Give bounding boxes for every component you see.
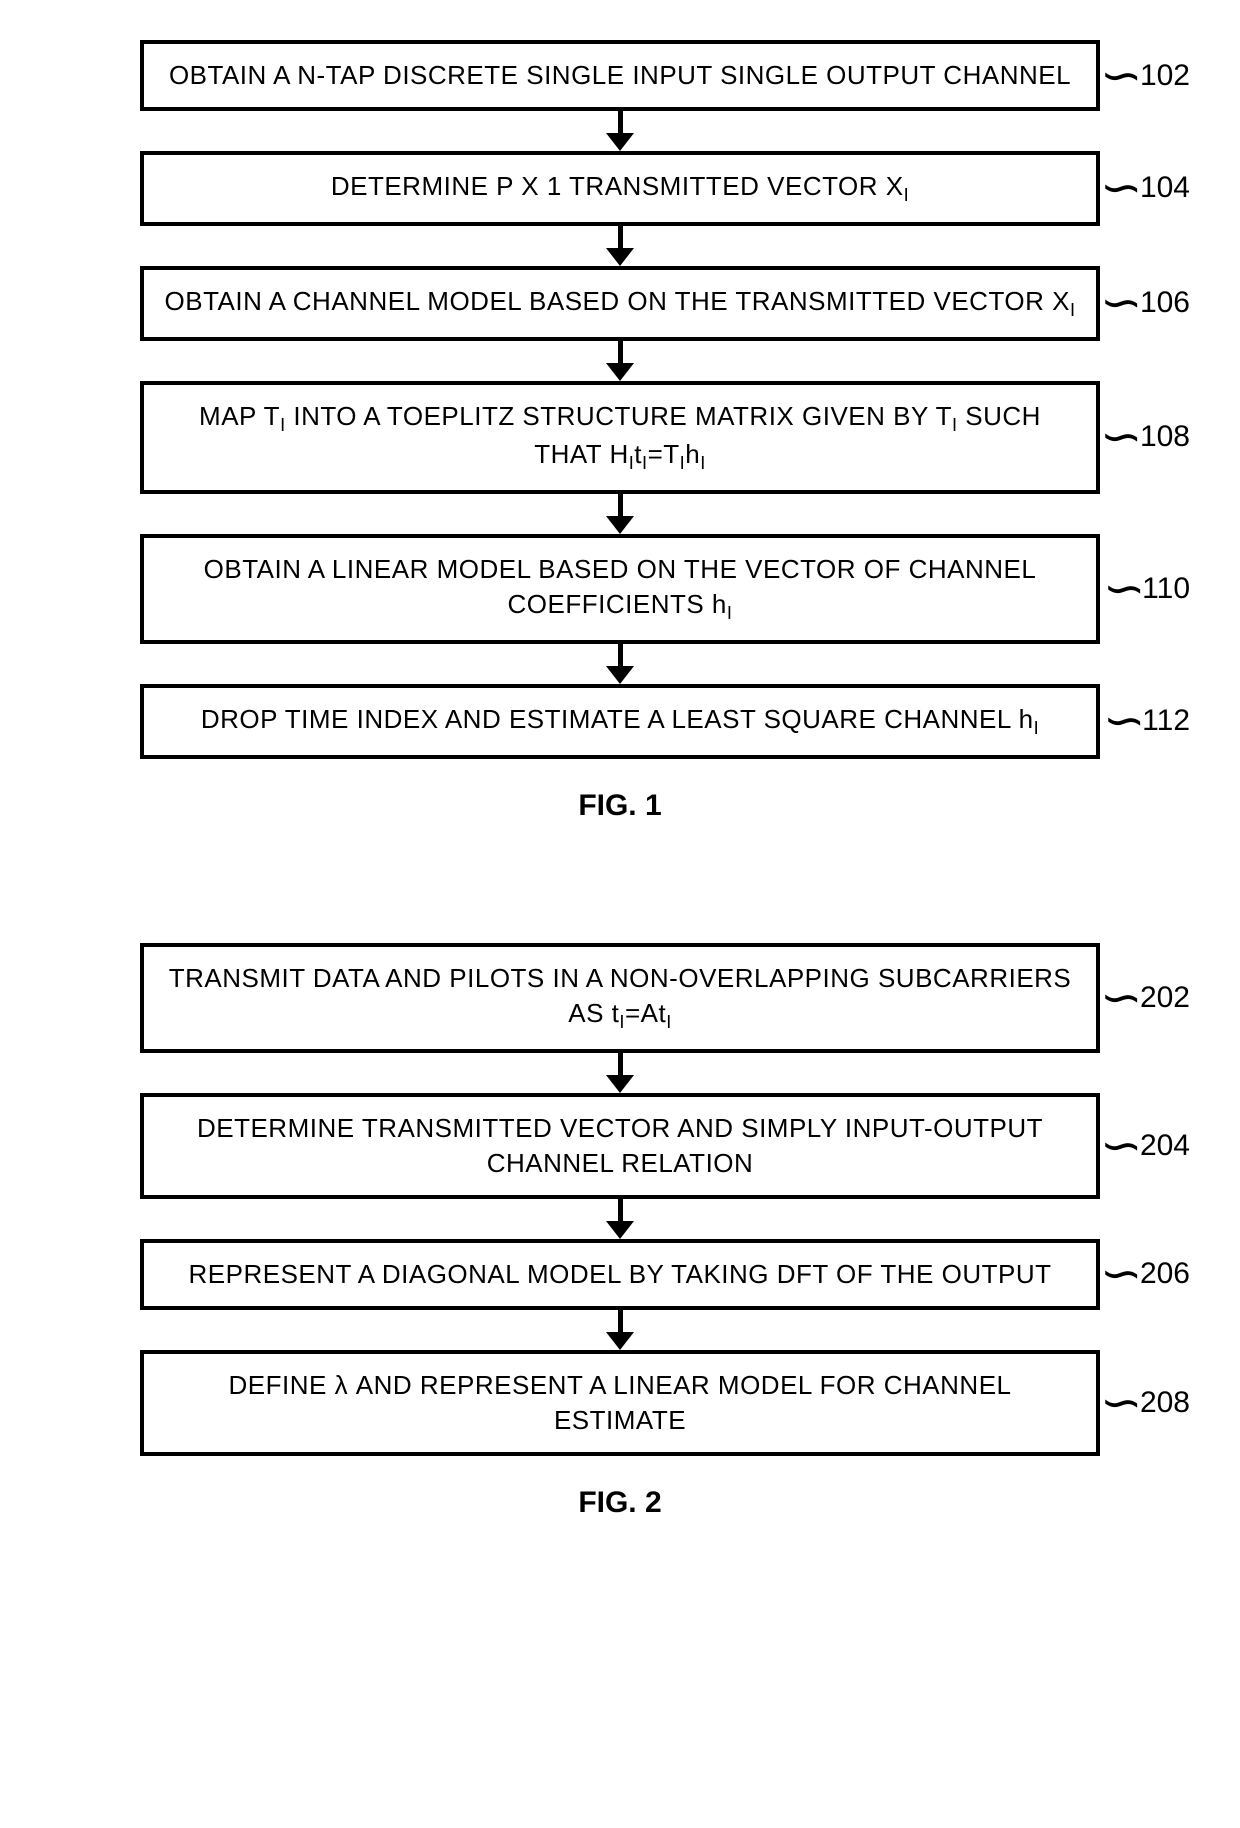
tilde-connector: ∽ (1100, 1246, 1143, 1302)
reference-number: ∽102 (1107, 56, 1190, 96)
reference-label: 102 (1140, 59, 1190, 93)
figure-caption: FIG. 2 (578, 1486, 661, 1520)
flow-row: DEFINE λ AND REPRESENT A LINEAR MODEL FO… (50, 1350, 1190, 1456)
flow-row: DETERMINE P X 1 TRANSMITTED VECTOR XI∽10… (50, 151, 1190, 226)
arrow-down-icon (606, 1199, 634, 1239)
reference-label: 110 (1142, 572, 1190, 606)
reference-label: 208 (1140, 1386, 1190, 1420)
reference-number: ∽208 (1107, 1383, 1190, 1423)
flow-row: REPRESENT A DIAGONAL MODEL BY TAKING DFT… (50, 1239, 1190, 1310)
tilde-connector: ∽ (1103, 561, 1146, 617)
arrow-down-icon (606, 111, 634, 151)
flow-box: OBTAIN A LINEAR MODEL BASED ON THE VECTO… (140, 534, 1100, 644)
flow-box: DROP TIME INDEX AND ESTIMATE A LEAST SQU… (140, 684, 1100, 759)
flow-row: OBTAIN A CHANNEL MODEL BASED ON THE TRAN… (50, 266, 1190, 341)
flowchart-2: TRANSMIT DATA AND PILOTS IN A NON-OVERLA… (50, 943, 1190, 1520)
arrow-down-icon (606, 494, 634, 534)
arrow-down-icon (606, 226, 634, 266)
flow-box: OBTAIN A CHANNEL MODEL BASED ON THE TRAN… (140, 266, 1100, 341)
flowchart-1: OBTAIN A N-TAP DISCRETE SINGLE INPUT SIN… (50, 40, 1190, 823)
flow-box: OBTAIN A N-TAP DISCRETE SINGLE INPUT SIN… (140, 40, 1100, 111)
tilde-connector: ∽ (1100, 275, 1143, 331)
arrow-down-icon (606, 341, 634, 381)
reference-label: 104 (1140, 171, 1190, 205)
arrow-down-icon (606, 1310, 634, 1350)
flow-box: TRANSMIT DATA AND PILOTS IN A NON-OVERLA… (140, 943, 1100, 1053)
arrow-down-icon (606, 644, 634, 684)
reference-label: 202 (1140, 981, 1190, 1015)
flow-row: DETERMINE TRANSMITTED VECTOR AND SIMPLY … (50, 1093, 1190, 1199)
flow-box: MAP TI INTO A TOEPLITZ STRUCTURE MATRIX … (140, 381, 1100, 495)
reference-label: 112 (1142, 704, 1190, 738)
flow-box: DETERMINE TRANSMITTED VECTOR AND SIMPLY … (140, 1093, 1100, 1199)
flow-box: REPRESENT A DIAGONAL MODEL BY TAKING DFT… (140, 1239, 1100, 1310)
tilde-connector: ∽ (1100, 1375, 1143, 1431)
tilde-connector: ∽ (1100, 160, 1143, 216)
reference-number: ∽206 (1107, 1254, 1190, 1294)
flow-box: DEFINE λ AND REPRESENT A LINEAR MODEL FO… (140, 1350, 1100, 1456)
reference-number: ∽110 (1110, 569, 1190, 609)
flow-row: OBTAIN A LINEAR MODEL BASED ON THE VECTO… (50, 534, 1190, 644)
figure-caption: FIG. 1 (578, 789, 661, 823)
tilde-connector: ∽ (1100, 48, 1143, 104)
reference-label: 108 (1140, 420, 1190, 454)
flow-row: TRANSMIT DATA AND PILOTS IN A NON-OVERLA… (50, 943, 1190, 1053)
flow-row: OBTAIN A N-TAP DISCRETE SINGLE INPUT SIN… (50, 40, 1190, 111)
reference-number: ∽204 (1107, 1126, 1190, 1166)
reference-number: ∽112 (1110, 701, 1190, 741)
reference-number: ∽202 (1107, 978, 1190, 1018)
reference-label: 204 (1140, 1129, 1190, 1163)
reference-number: ∽108 (1107, 417, 1190, 457)
reference-number: ∽104 (1107, 168, 1190, 208)
arrow-down-icon (606, 1053, 634, 1093)
tilde-connector: ∽ (1100, 1118, 1143, 1174)
flow-box: DETERMINE P X 1 TRANSMITTED VECTOR XI (140, 151, 1100, 226)
tilde-connector: ∽ (1100, 409, 1143, 465)
tilde-connector: ∽ (1103, 693, 1146, 749)
flow-row: MAP TI INTO A TOEPLITZ STRUCTURE MATRIX … (50, 381, 1190, 495)
tilde-connector: ∽ (1100, 970, 1143, 1026)
flow-row: DROP TIME INDEX AND ESTIMATE A LEAST SQU… (50, 684, 1190, 759)
reference-number: ∽106 (1107, 283, 1190, 323)
reference-label: 106 (1140, 286, 1190, 320)
reference-label: 206 (1140, 1257, 1190, 1291)
